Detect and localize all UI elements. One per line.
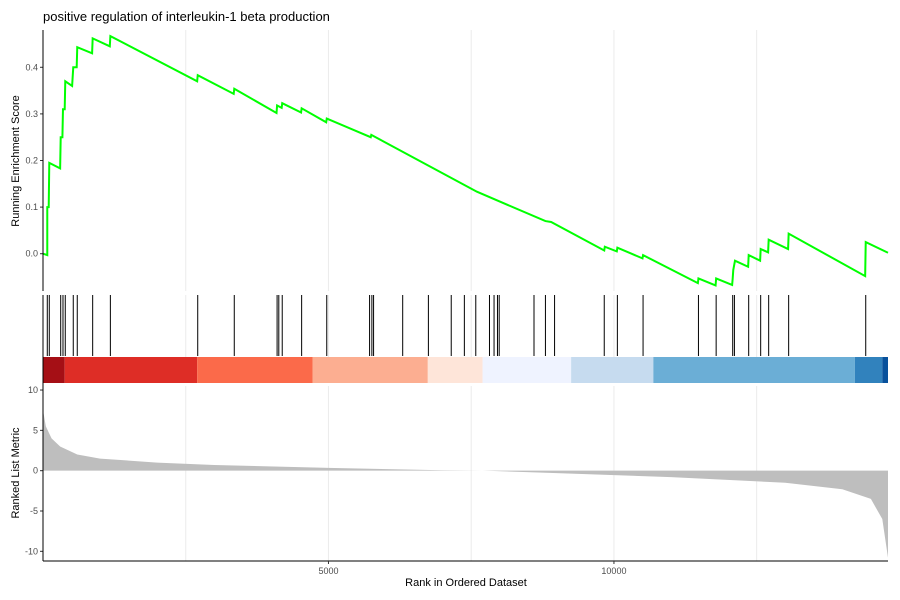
color-band	[64, 357, 198, 383]
enrichment-y-axis-title: Running Enrichment Score	[10, 95, 22, 226]
x-tick-label: 5000	[318, 566, 338, 576]
color-band	[854, 357, 883, 383]
enrichment-gridlines	[185, 30, 758, 291]
hit-markers-panel	[42, 295, 888, 386]
x-tick-label: 10000	[601, 566, 626, 576]
y-tick-label: -10	[25, 546, 38, 556]
x-axis-ticks: 5000 10000	[318, 561, 626, 576]
y-tick-label: 5	[33, 425, 38, 435]
y-tick-label: 0.3	[25, 109, 38, 119]
y-tick-label: 0.2	[25, 156, 38, 166]
color-band	[197, 357, 313, 383]
y-tick-label: -5	[30, 506, 38, 516]
enrichment-score-panel: 0.0 0.1 0.2 0.3 0.4 Running Enrichment Score	[10, 30, 889, 291]
color-band	[427, 357, 483, 383]
enrichment-score-line	[42, 34, 889, 287]
y-tick-label: 0.0	[25, 249, 38, 259]
ranked-metric-y-ticks: 10 5 0 -5 -10	[25, 385, 43, 556]
y-tick-label: 10	[28, 385, 38, 395]
ranked-metric-y-axis-title: Ranked List Metric	[10, 427, 22, 519]
ranked-metric-panel: 10 5 0 -5 -10 5000 10000 Ranked List Metric R…	[10, 385, 888, 589]
ranked-metric-area	[43, 410, 888, 558]
color-band	[312, 357, 428, 383]
color-band	[653, 357, 855, 383]
gene-hit-markers	[46, 295, 867, 356]
enrichment-y-ticks: 0.0 0.1 0.2 0.3 0.4	[25, 62, 43, 259]
x-axis-title: Rank in Ordered Dataset	[405, 577, 527, 589]
chart-title: positive regulation of interleukin-1 bet…	[43, 9, 330, 24]
y-tick-label: 0.4	[25, 62, 38, 72]
color-band	[571, 357, 654, 383]
color-band	[482, 357, 572, 383]
hits-gridlines	[185, 295, 758, 357]
color-band	[882, 357, 888, 383]
y-tick-label: 0	[33, 466, 38, 476]
rank-color-bar	[43, 357, 888, 383]
color-band	[43, 357, 65, 383]
y-tick-label: 0.1	[25, 202, 38, 212]
